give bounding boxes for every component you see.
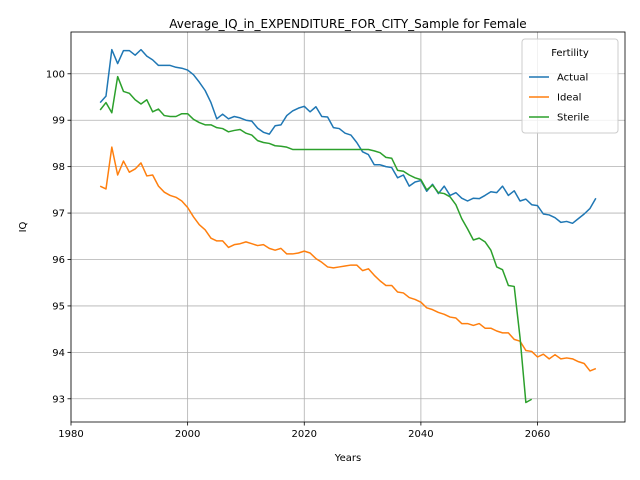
y-tick-label: 94	[52, 348, 65, 359]
y-axis-label: IQ	[18, 221, 29, 232]
legend-label-sterile: Sterile	[557, 113, 589, 124]
x-axis-label: Years	[334, 453, 361, 464]
y-tick-label: 95	[52, 301, 65, 312]
legend-title: Fertility	[551, 48, 589, 59]
y-tick-label: 99	[52, 116, 65, 127]
y-tick-label: 98	[52, 162, 65, 173]
y-tick-label: 93	[52, 394, 65, 405]
y-tick-label: 100	[46, 69, 65, 80]
legend: Fertility Actual Ideal Sterile	[522, 39, 618, 133]
x-tick-label: 2060	[525, 429, 550, 440]
legend-label-ideal: Ideal	[557, 93, 581, 104]
x-tick-label: 2000	[175, 429, 200, 440]
y-tick-label: 96	[52, 255, 65, 266]
x-tick-label: 2040	[408, 429, 433, 440]
legend-label-actual: Actual	[557, 73, 588, 84]
x-tick-label: 2020	[292, 429, 317, 440]
chart-title: Average_IQ_in_EXPENDITURE_FOR_CITY_Sampl…	[169, 17, 526, 31]
y-tick-label: 97	[52, 209, 65, 220]
x-tick-label: 1980	[58, 429, 83, 440]
